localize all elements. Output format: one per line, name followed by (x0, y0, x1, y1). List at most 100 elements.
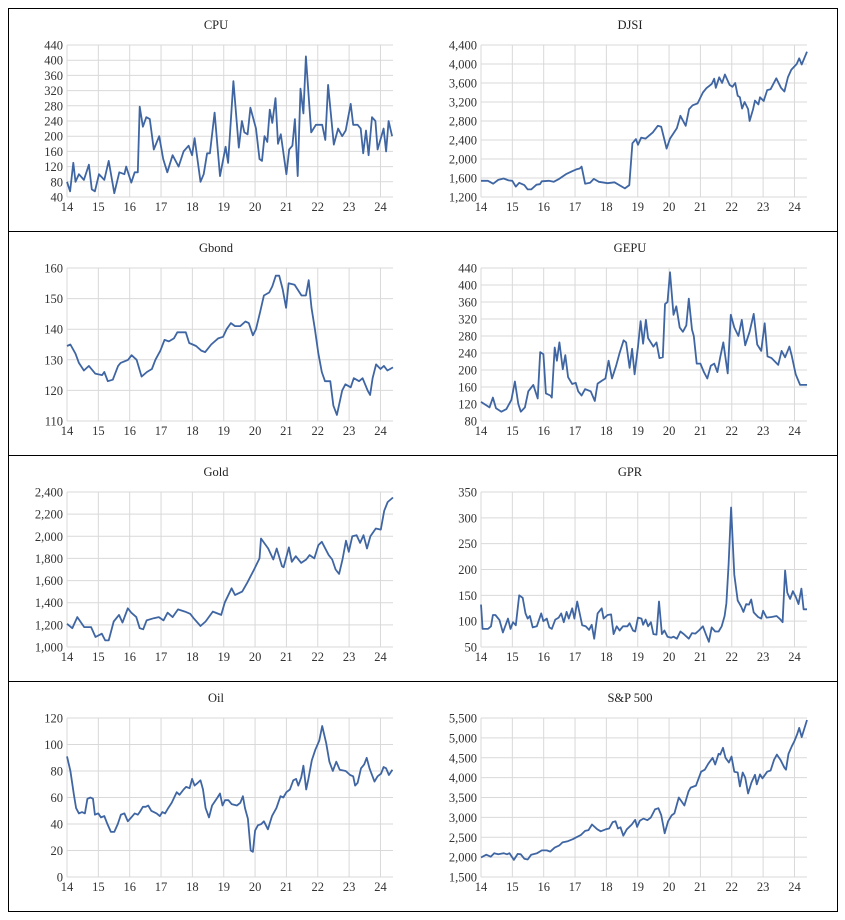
chart-title: DJSI (617, 18, 642, 32)
y-tick-label: 280 (44, 99, 63, 113)
y-tick-label: 120 (44, 160, 63, 174)
x-tick-label: 24 (374, 880, 387, 894)
x-tick-label: 15 (92, 200, 105, 214)
y-tick-label: 200 (44, 130, 63, 144)
x-tick-label: 17 (569, 424, 582, 438)
row-4: Oil 0 20 40 60 80 100 120 14 15 16 17 18 19 20 21 22 23 24… (9, 682, 837, 911)
y-tick-label: 130 (44, 353, 63, 367)
x-tick-label: 22 (726, 200, 739, 214)
x-tick-label: 22 (312, 880, 325, 894)
x-tick-label: 24 (788, 880, 801, 894)
y-tick-label: 100 (44, 738, 63, 752)
x-tick-label: 19 (217, 200, 230, 214)
y-tick-label: 1,600 (449, 172, 477, 186)
row-1: CPU 40 80 120 160 200 240 280 320 360 400 440 14 15 16… (9, 9, 837, 232)
x-tick-label: 24 (374, 200, 387, 214)
chart-title: Gbond (199, 241, 234, 255)
chart-gold: Gold 1,000 1,200 1,400 1,600 1,800 2,000 2,200 2… (35, 465, 394, 664)
y-tick-label: 240 (458, 347, 477, 361)
x-tick-label: 21 (694, 880, 707, 894)
y-tick-label: 320 (44, 84, 63, 98)
y-tick-label: 1,600 (35, 574, 63, 588)
series-line (481, 51, 808, 191)
x-tick-label: 21 (694, 200, 707, 214)
x-tick-label: 14 (475, 650, 488, 664)
y-tick-label: 60 (51, 791, 64, 805)
x-tick-label: 15 (506, 650, 518, 664)
x-tick-label: 23 (343, 200, 356, 214)
y-tick-label: 1,200 (449, 191, 477, 205)
y-tick-label: 280 (458, 330, 477, 344)
x-tick-label: 16 (537, 880, 550, 894)
y-tick-label: 80 (465, 415, 478, 429)
x-tick-label: 20 (663, 650, 676, 664)
x-tick-label: 14 (61, 650, 74, 664)
series-line (66, 496, 394, 642)
chart-title: CPU (204, 18, 228, 32)
y-tick-label: 20 (51, 844, 64, 858)
y-tick-label: 4,000 (449, 771, 477, 785)
y-tick-label: 4,500 (449, 751, 477, 765)
row-2: Gbond 110 120 130 140 150 160 14 15 16 17 18 19 20 21 2… (9, 232, 837, 456)
series-line (66, 725, 394, 853)
y-tick-label: 440 (458, 262, 477, 276)
y-tick-label: 200 (458, 364, 477, 378)
x-tick-label: 16 (123, 880, 136, 894)
chart-gbond: Gbond 110 120 130 140 150 160 14 15 16 17 18 19 20 21 2… (44, 241, 394, 438)
chart-gpr: GPR 50 100 150 200 250 300 350 14 15 16 17 18 19 20 21 2… (458, 465, 807, 664)
x-tick-label: 24 (788, 424, 801, 438)
x-tick-label: 17 (155, 200, 168, 214)
y-tick-label: 440 (44, 39, 63, 53)
y-tick-label: 140 (44, 323, 63, 337)
y-tick-label: 4,000 (449, 58, 477, 72)
x-tick-label: 22 (726, 880, 739, 894)
y-tick-label: 160 (44, 145, 63, 159)
y-tick-label: 2,500 (449, 831, 477, 845)
x-tick-label: 16 (537, 650, 550, 664)
x-tick-label: 19 (631, 200, 644, 214)
y-tick-label: 120 (44, 712, 63, 726)
x-tick-label: 24 (374, 650, 387, 664)
x-tick-label: 17 (569, 200, 582, 214)
x-tick-label: 21 (280, 650, 293, 664)
series-line (480, 506, 807, 643)
x-tick-label: 17 (155, 650, 168, 664)
chart-gepu: GEPU 80 120 160 200 240 280 320 360 400 440 14 15 16 1… (458, 241, 807, 438)
y-tick-label: 400 (458, 279, 477, 293)
x-tick-label: 20 (249, 880, 262, 894)
y-tick-label: 40 (51, 191, 64, 205)
x-tick-label: 16 (537, 200, 550, 214)
x-tick-label: 14 (475, 424, 488, 438)
y-tick-label: 1,500 (449, 871, 477, 885)
x-tick-label: 24 (788, 650, 801, 664)
y-tick-label: 2,000 (449, 851, 477, 865)
y-tick-label: 1,400 (35, 596, 63, 610)
y-tick-label: 1,000 (35, 641, 63, 655)
x-tick-label: 23 (343, 880, 356, 894)
y-tick-label: 0 (57, 871, 63, 885)
chart-title: Gold (204, 465, 230, 479)
x-tick-label: 24 (788, 200, 801, 214)
y-tick-label: 100 (458, 615, 477, 629)
x-tick-label: 14 (475, 880, 488, 894)
x-tick-label: 15 (506, 424, 518, 438)
y-tick-label: 110 (45, 415, 63, 429)
y-tick-label: 160 (44, 262, 63, 276)
x-tick-label: 21 (694, 424, 707, 438)
series-line (480, 271, 807, 413)
x-tick-label: 18 (186, 880, 199, 894)
y-tick-label: 400 (44, 54, 63, 68)
x-tick-label: 20 (663, 880, 676, 894)
y-tick-label: 250 (458, 537, 477, 551)
x-tick-label: 19 (217, 424, 230, 438)
x-tick-label: 19 (631, 424, 644, 438)
x-tick-label: 16 (123, 200, 136, 214)
y-tick-label: 5,500 (449, 712, 477, 726)
x-tick-label: 19 (217, 650, 230, 664)
x-tick-label: 18 (186, 650, 199, 664)
y-tick-label: 240 (44, 115, 63, 129)
y-tick-label: 80 (51, 175, 64, 189)
x-tick-label: 23 (343, 424, 356, 438)
y-tick-label: 150 (458, 589, 477, 603)
x-tick-label: 22 (312, 424, 325, 438)
